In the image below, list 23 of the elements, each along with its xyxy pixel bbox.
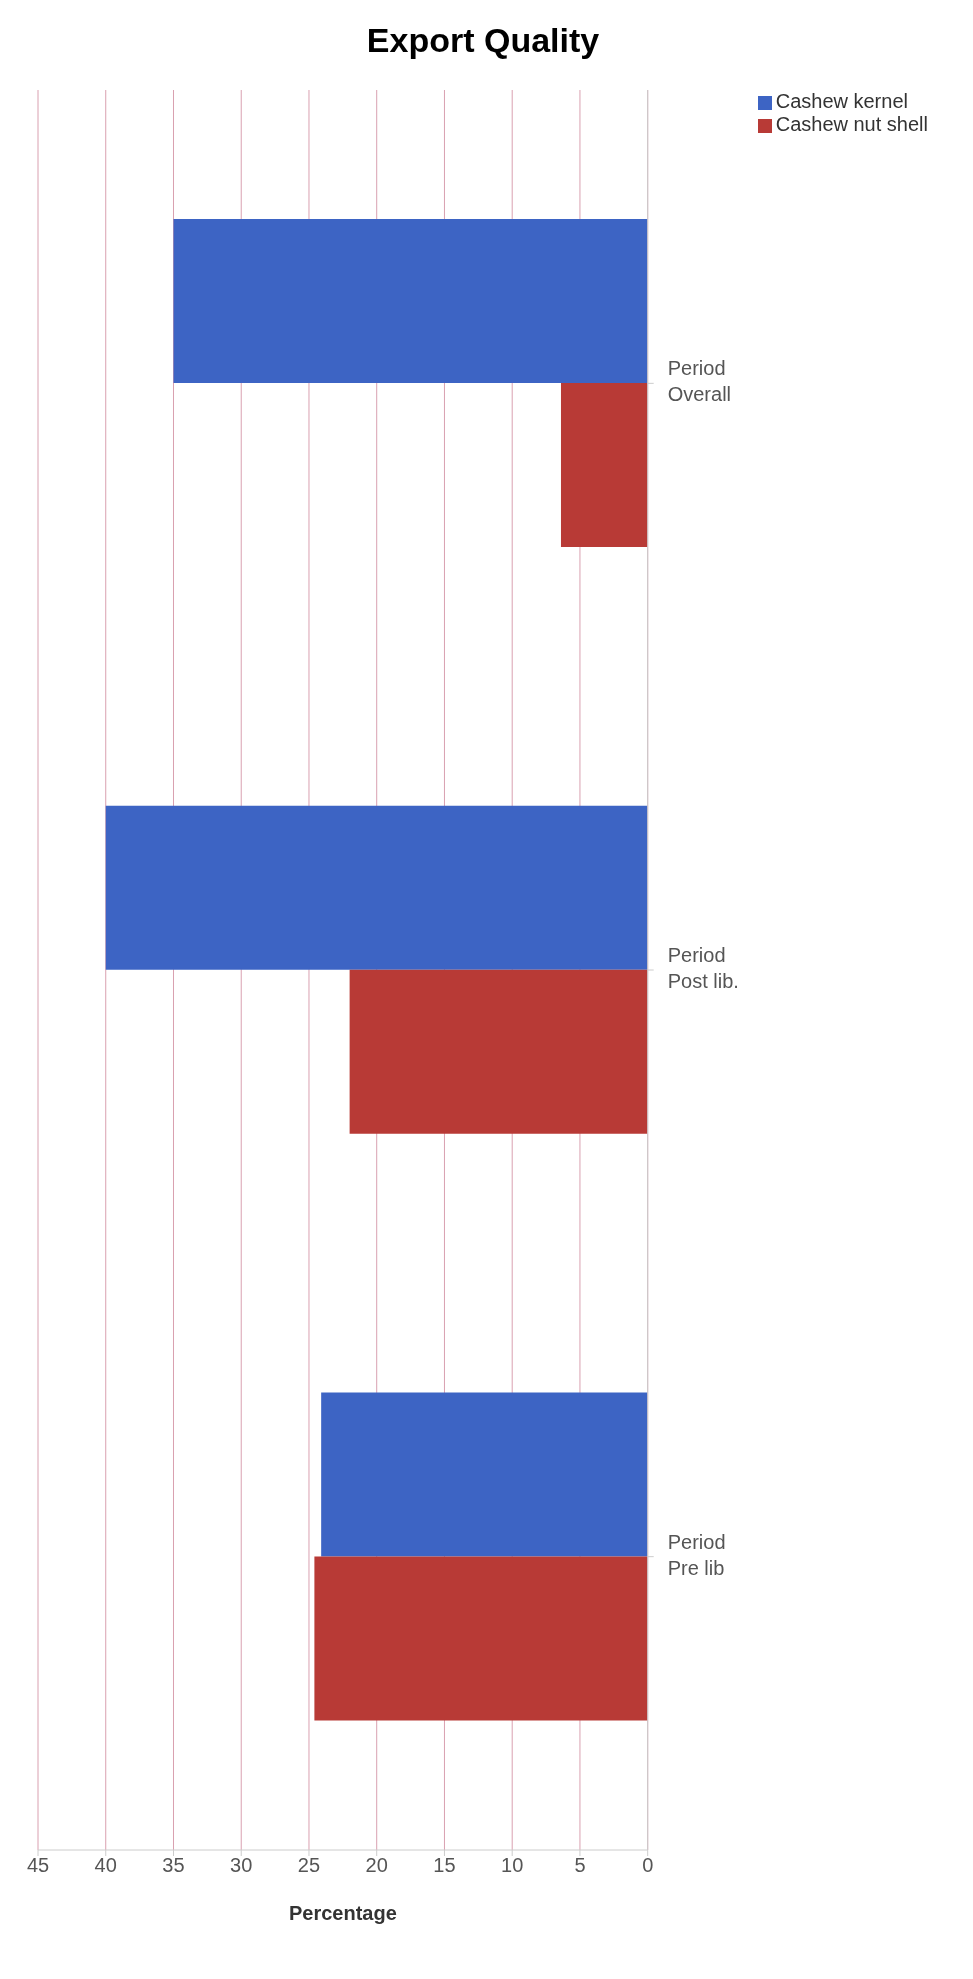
x-tick-label: 35 bbox=[162, 1854, 185, 1877]
bar bbox=[349, 969, 648, 1134]
bar bbox=[321, 1392, 648, 1557]
x-tick-label: 25 bbox=[297, 1854, 321, 1877]
x-tick-label: 30 bbox=[230, 1854, 253, 1877]
legend-label: Cashew nut shell bbox=[775, 113, 928, 135]
bar bbox=[105, 805, 648, 970]
chart-title: Export Quality bbox=[365, 20, 601, 61]
bar bbox=[314, 1556, 648, 1721]
y-tick-label: Period Post lib. bbox=[667, 944, 739, 993]
x-tick-label: 20 bbox=[365, 1854, 388, 1877]
x-axis-title: Percentage bbox=[288, 1902, 397, 1924]
y-tick-label: Period Overall bbox=[667, 357, 732, 406]
legend-label: Cashew kernel bbox=[775, 90, 908, 112]
x-tick-label: 45 bbox=[26, 1854, 50, 1877]
bar bbox=[560, 383, 648, 548]
x-tick-label: 40 bbox=[94, 1854, 117, 1877]
x-tick-label: 15 bbox=[433, 1854, 456, 1877]
x-tick-label: 5 bbox=[574, 1854, 586, 1877]
bar bbox=[173, 219, 648, 384]
x-tick-label: 0 bbox=[642, 1854, 654, 1877]
y-tick-label: Period Pre lib bbox=[667, 1530, 726, 1579]
x-tick-label: 10 bbox=[501, 1854, 524, 1877]
